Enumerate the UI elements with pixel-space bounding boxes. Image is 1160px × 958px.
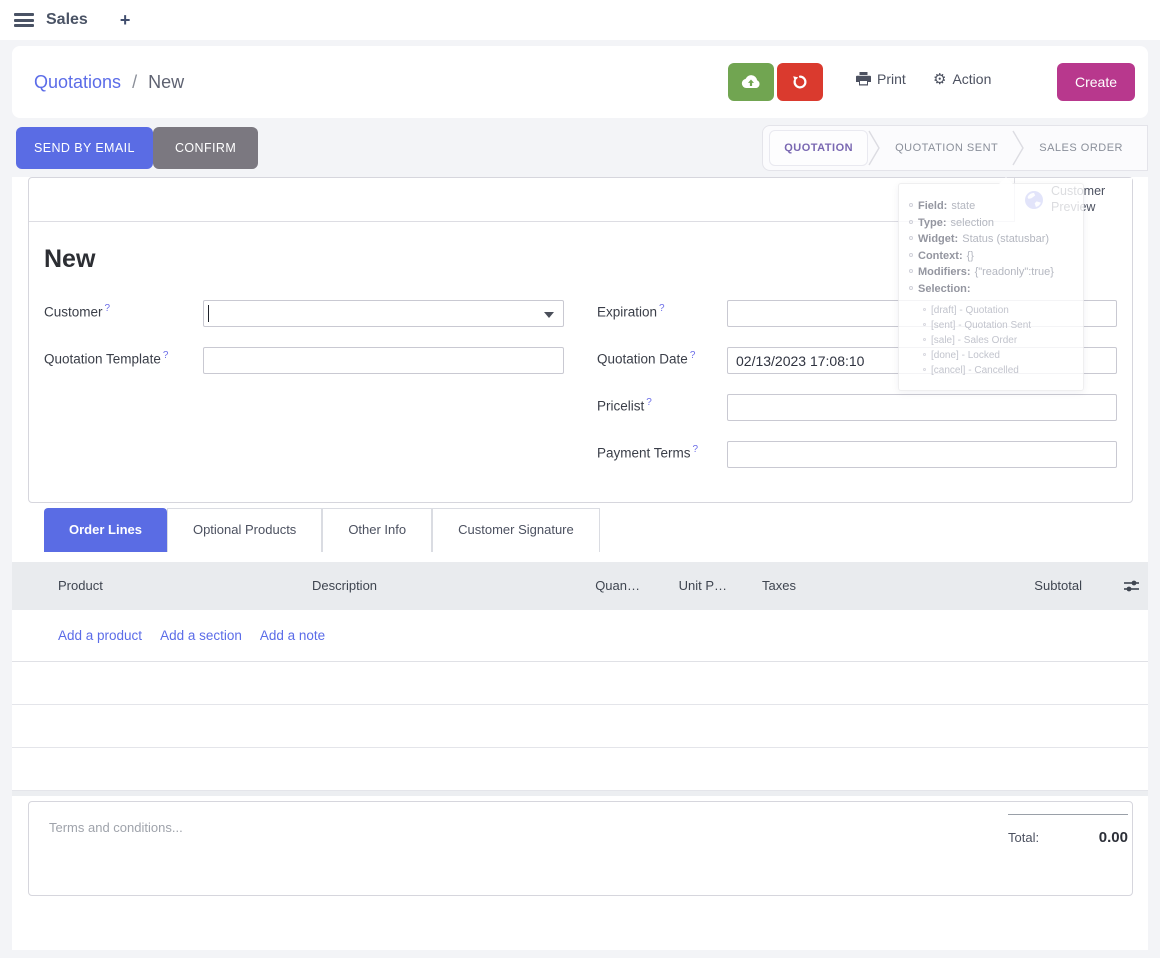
new-tab-button[interactable]: + (119, 9, 131, 30)
bullet-icon (909, 219, 913, 224)
add-a-note-link[interactable]: Add a note (259, 628, 326, 643)
payment-terms-help-marker: ? (692, 444, 699, 455)
pricelist-help-marker: ? (646, 397, 652, 408)
totals-block: Total: 0.00 (1008, 814, 1128, 846)
hamburger-menu-icon[interactable] (14, 13, 34, 27)
gear-icon: ⚙ (933, 70, 947, 88)
payment-terms-input[interactable] (727, 441, 1117, 468)
stage-sales-order[interactable]: SALES ORDER (1039, 142, 1123, 154)
debug-field-tooltip: Field: state Type: selection Widget: Status… (898, 177, 1084, 391)
chevron-right-icon (1012, 126, 1025, 170)
pricelist-field-label: Pricelist? (597, 397, 652, 414)
total-value: 0.00 (1098, 829, 1128, 846)
stage-quotation[interactable]: QUOTATION (769, 130, 869, 166)
bullet-icon (909, 236, 913, 240)
quotation-template-help-marker: ? (162, 350, 169, 361)
add-a-section-link[interactable]: Add a section (160, 628, 242, 643)
total-label: Total: (1008, 830, 1040, 845)
breadcrumb-separator: / (132, 71, 138, 92)
tab-optional-products[interactable]: Optional Products (166, 508, 323, 552)
send-by-email-button[interactable]: SEND BY EMAIL (16, 127, 153, 169)
breadcrumb-current: New (148, 71, 185, 92)
customer-field (203, 300, 564, 327)
optional-columns-icon[interactable] (1123, 578, 1140, 594)
app-menu-sales[interactable]: Sales (46, 11, 88, 28)
chevron-right-icon (868, 126, 881, 170)
quotation-template-field-label: Quotation Template? (44, 350, 169, 367)
bullet-icon (923, 353, 926, 356)
column-header-unit-price: Unit P… (678, 578, 727, 593)
action-menu-button[interactable]: ⚙ Action (933, 71, 991, 87)
print-button-label: Print (877, 71, 906, 87)
printer-icon (856, 72, 871, 86)
record-title: New (44, 245, 96, 273)
tab-other-info[interactable]: Other Info (322, 508, 433, 552)
text-cursor (208, 305, 209, 322)
tab-order-lines[interactable]: Order Lines (44, 508, 167, 552)
top-nav: Sales + (0, 0, 1160, 40)
empty-order-line-row (12, 662, 1148, 705)
pricelist-input[interactable] (727, 394, 1117, 421)
dropdown-caret-icon[interactable] (544, 312, 554, 318)
stage-quotation-sent[interactable]: QUOTATION SENT (895, 142, 999, 154)
breadcrumb: Quotations / New (34, 72, 184, 93)
confirm-button[interactable]: CONFIRM (153, 127, 259, 169)
bullet-icon (909, 269, 913, 273)
undo-icon (792, 74, 808, 90)
bullet-icon (909, 203, 913, 207)
terms-and-conditions-input[interactable] (41, 812, 741, 887)
control-panel: Quotations / New (12, 46, 1148, 118)
action-button-label: Action (952, 71, 992, 87)
add-row: Add a product Add a section Add a note (12, 610, 1148, 662)
column-header-product: Product (58, 578, 103, 593)
bullet-icon (909, 285, 913, 290)
column-header-subtotal: Subtotal (1034, 578, 1082, 593)
bullet-icon (909, 252, 913, 257)
expiration-field-label: Expiration? (597, 303, 665, 320)
debug-selection-options: [draft] - Quotation [sent] - Quotation S… (923, 303, 1073, 378)
notebook-tabs: Order Lines Optional Products Other Info… (44, 508, 600, 552)
quotation-template-input[interactable] (203, 347, 564, 374)
customer-help-marker: ? (104, 303, 111, 314)
breadcrumb-quotations-link[interactable]: Quotations (34, 71, 122, 92)
create-button[interactable]: Create (1057, 63, 1135, 101)
control-panel-actions: Print ⚙ Action Create (728, 46, 1148, 118)
column-header-taxes: Taxes (762, 578, 796, 593)
quotation-date-help-marker: ? (689, 350, 696, 361)
bullet-icon (923, 368, 926, 371)
customer-field-label: Customer? (44, 303, 111, 320)
print-button[interactable]: Print (856, 71, 906, 87)
empty-order-line-row (12, 705, 1148, 748)
column-header-quantity: Quan… (595, 578, 640, 593)
cloud-upload-icon (741, 74, 761, 90)
add-a-product-link[interactable]: Add a product (58, 628, 143, 643)
save-button[interactable] (728, 63, 774, 101)
customer-input[interactable] (203, 300, 564, 327)
order-lines-header: Product Description Quan… Unit P… Taxes … (12, 562, 1148, 610)
bullet-icon (923, 308, 926, 311)
payment-terms-field-label: Payment Terms? (597, 444, 699, 461)
quotation-date-field-label: Quotation Date? (597, 350, 696, 367)
status-pipeline: QUOTATION QUOTATION SENT SALES ORDER (762, 125, 1148, 171)
column-header-description: Description (312, 578, 378, 593)
bullet-icon (923, 338, 926, 341)
expiration-help-marker: ? (659, 303, 665, 314)
tab-customer-signature[interactable]: Customer Signature (432, 508, 600, 552)
order-lines-body: Add a product Add a section Add a note (12, 610, 1148, 796)
bullet-icon (923, 323, 926, 326)
table-footer-band (12, 791, 1148, 796)
discard-button[interactable] (777, 63, 823, 101)
empty-order-line-row (12, 748, 1148, 791)
terms-totals-box: Total: 0.00 (28, 801, 1133, 896)
